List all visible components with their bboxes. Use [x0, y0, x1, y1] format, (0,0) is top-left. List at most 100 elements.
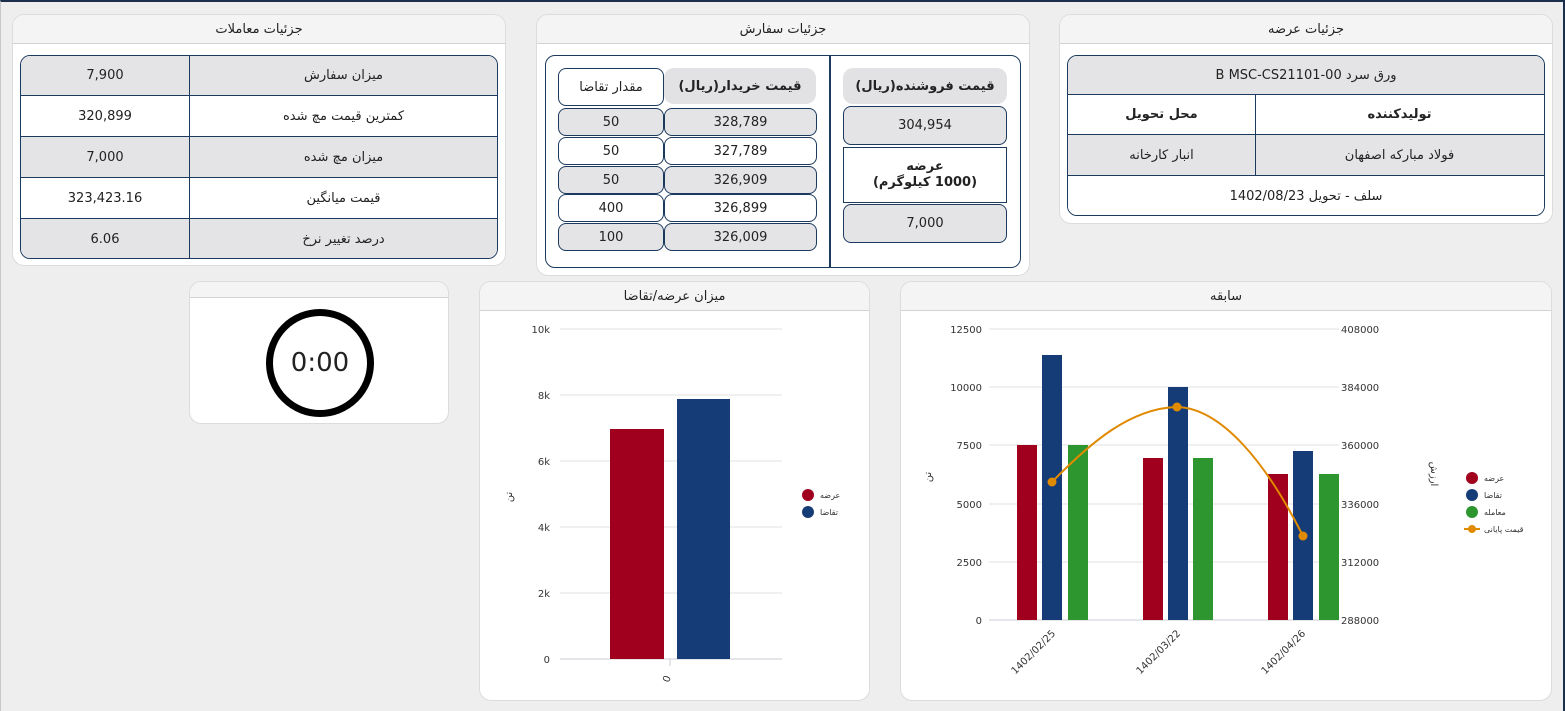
legend-supply-label[interactable]: عرضه: [1484, 474, 1504, 483]
trade-bar[interactable]: [1319, 474, 1339, 620]
supply-label: عرضه (1000 کیلوگرم): [843, 147, 1007, 203]
buyer-price-row: 326,009: [664, 223, 817, 251]
seller-price-label: قیمت فروشنده(ریال): [843, 68, 1007, 104]
demand-bar[interactable]: [1042, 355, 1062, 620]
supply-bar[interactable]: [610, 429, 664, 659]
y-axis-label: تن: [504, 492, 515, 503]
y-tick: 10000: [950, 383, 982, 394]
supply-demand-chart-panel: میزان عرضه/تقاضا 10k 8k 6k 4k 2k 0 تن 0 …: [479, 281, 870, 701]
y-right-axis-label: ارزش: [1428, 462, 1439, 487]
producer-label: تولیدکننده: [1254, 94, 1544, 135]
y-right-tick: 360000: [1341, 441, 1379, 452]
y-right-tick: 384000: [1341, 383, 1379, 394]
timer-panel: 0:00: [189, 281, 449, 424]
supply-label-line1: عرضه: [906, 159, 944, 174]
demand-bar[interactable]: [677, 399, 730, 659]
supply-demand-chart: 10k 8k 6k 4k 2k 0 تن 0 عرضه تقاضا: [504, 325, 840, 684]
trade-value: 6.06: [21, 218, 190, 258]
product-name: ورق سرد B MSC-CS21101-00: [1068, 56, 1544, 95]
supply-bar[interactable]: [1017, 445, 1037, 620]
order-details-title: جزئیات سفارش: [537, 15, 1029, 44]
delivery-place-value: انبار کارخانه: [1068, 134, 1256, 176]
legend-final-price-label[interactable]: قیمت پایانی: [1484, 525, 1524, 534]
legend-supply-marker: [1466, 472, 1478, 484]
y-right-tick: 408000: [1341, 325, 1379, 336]
buyer-price-row: 326,899: [664, 194, 817, 222]
trade-details-panel: جزئیات معاملات میزان سفارش 7,900 کمترین …: [12, 14, 506, 266]
legend-trade-label[interactable]: معامله: [1484, 508, 1506, 517]
final-price-point[interactable]: [1047, 477, 1057, 487]
trade-value: 7,900: [21, 56, 190, 96]
offer-details-title: جزئیات عرضه: [1060, 15, 1552, 44]
history-chart: 12500 10000 7500 5000 2500 0 408000 3840…: [923, 325, 1524, 677]
legend-final-price-marker: [1468, 525, 1476, 533]
trade-bar[interactable]: [1068, 445, 1088, 620]
supply-bar[interactable]: [1143, 458, 1163, 620]
supply-bar[interactable]: [1268, 474, 1288, 620]
final-price-point[interactable]: [1172, 402, 1182, 412]
x-tick: 0: [661, 674, 674, 684]
trade-value: 323,423.16: [21, 177, 190, 219]
trade-label: کمترین قیمت مچ شده: [188, 95, 497, 137]
demand-qty-label: مقدار تقاضا: [558, 68, 664, 106]
final-price-point[interactable]: [1298, 531, 1308, 541]
trade-value: 7,000: [21, 136, 190, 178]
y-tick: 6k: [538, 457, 550, 468]
seller-section: قیمت فروشنده(ریال) 304,954 عرضه (1000 کی…: [829, 55, 1021, 268]
y-right-tick: 312000: [1341, 558, 1379, 569]
supply-label-line2: (1000 کیلوگرم): [872, 175, 978, 190]
y-tick: 10k: [531, 325, 550, 336]
legend-demand-label[interactable]: تقاضا: [1484, 491, 1502, 500]
trade-details-title: جزئیات معاملات: [13, 15, 505, 44]
buyer-section: قیمت خریدار(ریال) مقدار تقاضا 328,789 50…: [545, 55, 831, 268]
x-tick: 1402/04/26: [1260, 628, 1309, 677]
y-axis-label: تن: [923, 472, 934, 483]
y-tick: 12500: [950, 325, 982, 336]
buyer-price-row: 326,909: [664, 166, 817, 194]
buyer-price-row: 328,789: [664, 108, 817, 136]
y-tick: 0: [976, 616, 982, 627]
delivery-place-label: محل تحویل: [1068, 94, 1256, 135]
buyer-price-label: قیمت خریدار(ریال): [664, 68, 816, 104]
demand-qty-row: 50: [558, 137, 664, 165]
x-tick: 1402/03/22: [1135, 628, 1184, 677]
seller-price-value: 304,954: [843, 106, 1007, 145]
offer-details-panel: جزئیات عرضه ورق سرد B MSC-CS21101-00 تول…: [1059, 14, 1553, 224]
supply-demand-chart-title: میزان عرضه/تقاضا: [480, 282, 869, 311]
order-details-panel: جزئیات سفارش قیمت فروشنده(ریال) 304,954 …: [536, 14, 1030, 276]
y-tick: 7500: [957, 441, 982, 452]
y-tick: 0: [544, 655, 550, 666]
history-chart-title: سابقه: [901, 282, 1551, 311]
trade-label: میزان مچ شده: [188, 136, 497, 178]
y-tick: 2500: [957, 558, 982, 569]
demand-qty-row: 50: [558, 108, 664, 136]
legend-demand-marker: [802, 506, 814, 518]
timer-header: [190, 282, 448, 298]
offer-details-table: ورق سرد B MSC-CS21101-00 تولیدکننده محل …: [1067, 55, 1545, 216]
trade-label: درصد تغییر نرخ: [188, 218, 497, 258]
legend-supply-label[interactable]: عرضه: [820, 491, 840, 500]
trade-details-table: میزان سفارش 7,900 کمترین قیمت مچ شده 320…: [20, 55, 498, 259]
buyer-price-row: 327,789: [664, 137, 817, 165]
trade-bar[interactable]: [1193, 458, 1213, 620]
y-tick: 8k: [538, 391, 550, 402]
demand-qty-row: 50: [558, 166, 664, 194]
contract-type: سلف - تحویل 1402/08/23: [1068, 175, 1544, 215]
history-chart-panel: سابقه 12500 10000 7500 5000 2500 0 40800…: [900, 281, 1552, 701]
trade-label: میزان سفارش: [188, 56, 497, 96]
demand-bar[interactable]: [1168, 387, 1188, 620]
legend-supply-marker: [802, 489, 814, 501]
legend-demand-marker: [1466, 489, 1478, 501]
supply-value: 7,000: [843, 204, 1007, 243]
countdown-timer: 0:00: [266, 309, 374, 417]
legend: عرضه تقاضا معامله قیمت پایانی: [1464, 472, 1524, 534]
demand-qty-row: 400: [558, 194, 664, 222]
y-tick: 2k: [538, 589, 550, 600]
trade-value: 320,899: [21, 95, 190, 137]
y-tick: 5000: [957, 500, 982, 511]
trade-label: قیمت میانگین: [188, 177, 497, 219]
producer-value: فولاد مبارکه اصفهان: [1254, 134, 1544, 176]
y-tick: 4k: [538, 523, 550, 534]
legend-demand-label[interactable]: تقاضا: [820, 508, 838, 517]
legend-trade-marker: [1466, 506, 1478, 518]
